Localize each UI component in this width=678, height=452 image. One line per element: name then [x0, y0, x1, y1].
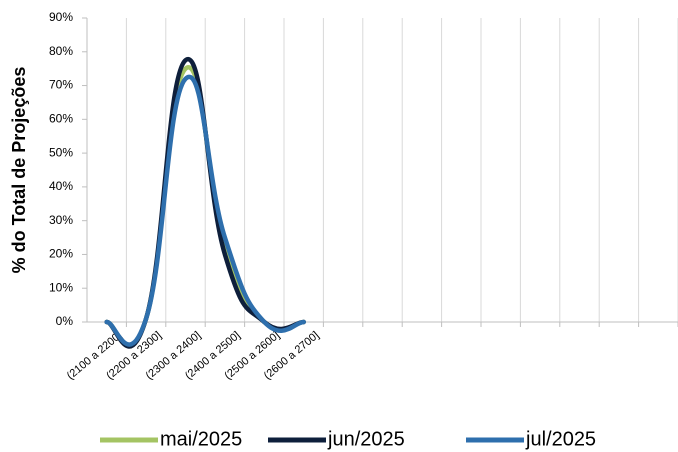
- y-tick-label: 70%: [49, 78, 73, 92]
- y-tick-label: 30%: [49, 213, 73, 227]
- y-tick-label: 10%: [49, 280, 73, 294]
- y-tick-label: 90%: [49, 10, 73, 24]
- legend-label: mai/2025: [160, 428, 242, 450]
- y-tick-label: 20%: [49, 247, 73, 261]
- legend-label: jun/2025: [327, 428, 405, 450]
- legend-label: jul/2025: [525, 428, 596, 450]
- y-tick-label: 80%: [49, 44, 73, 58]
- y-tick-label: 0%: [56, 314, 74, 328]
- y-tick-label: 60%: [49, 112, 73, 126]
- series-line: [104, 74, 306, 347]
- y-tick-label: 50%: [49, 145, 73, 159]
- y-tick-label: 40%: [49, 179, 73, 193]
- y-axis-title: % do Total de Projeções: [9, 67, 29, 274]
